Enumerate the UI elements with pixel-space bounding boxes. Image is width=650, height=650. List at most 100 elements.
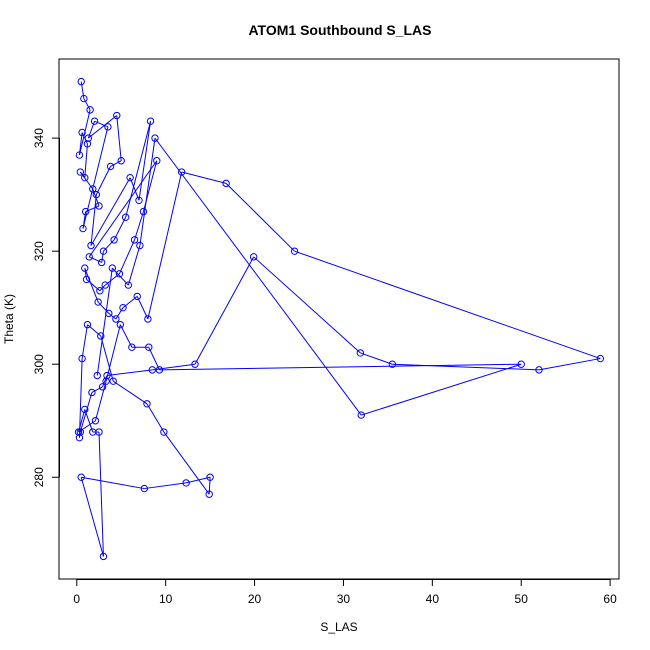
data-point [82, 275, 91, 284]
series-segment [78, 358, 83, 438]
data-point [108, 264, 117, 272]
series-segment [96, 268, 113, 376]
data-point [95, 202, 103, 210]
series-segment [84, 409, 94, 433]
data-point [90, 117, 99, 125]
data-point [119, 303, 127, 312]
series-segment [84, 267, 99, 303]
series-segment [106, 369, 153, 377]
data-point [74, 428, 83, 436]
data-point [177, 168, 186, 176]
data-point [85, 253, 93, 261]
data-point [105, 309, 113, 318]
data-point [249, 253, 258, 261]
x-tick-label: 40 [426, 592, 440, 606]
data-point [116, 320, 125, 329]
x-tick-label: 50 [515, 592, 529, 606]
series-segment [134, 211, 144, 241]
data-point [112, 315, 120, 323]
series-segment [89, 256, 102, 263]
data-point [148, 366, 157, 374]
data-point [205, 490, 213, 498]
series-segment [116, 115, 122, 161]
data-point [290, 247, 299, 255]
data-point [388, 360, 397, 368]
series-segment [129, 177, 140, 201]
x-tick-label: 0 [73, 592, 80, 606]
series-segment [82, 126, 109, 229]
data-point [97, 258, 106, 267]
series-segment [138, 121, 152, 201]
series-segment [78, 109, 91, 156]
series-segment [88, 115, 118, 139]
series-segment [91, 386, 103, 393]
data-point [124, 281, 133, 289]
data-point [517, 360, 525, 368]
data-point [191, 360, 199, 368]
y-axis-label: Theta (K) [2, 294, 16, 344]
data-point [98, 383, 107, 391]
series-segment [146, 403, 165, 433]
series-segment [144, 482, 187, 490]
data-point [113, 111, 121, 120]
y-tick-label: 340 [32, 128, 46, 148]
series-segment [360, 352, 393, 365]
series-segment [81, 324, 88, 359]
series-segment [103, 239, 115, 252]
data-point [84, 134, 93, 142]
x-tick-label: 20 [248, 592, 262, 606]
data-point [117, 157, 125, 165]
data-point [104, 123, 112, 131]
series-segment [181, 171, 227, 184]
data-point [81, 207, 90, 216]
series-segment [99, 284, 106, 292]
series-segment [119, 324, 133, 348]
series-segment [294, 250, 601, 360]
series-segment [80, 477, 104, 557]
data-point [356, 349, 365, 357]
series-segment [95, 166, 112, 195]
data-point [130, 236, 139, 244]
series-segment [88, 160, 158, 258]
data-point [91, 417, 100, 425]
series-segment [125, 121, 152, 218]
data-point [87, 241, 95, 250]
data-point [121, 213, 130, 221]
data-point [182, 479, 190, 487]
series-segment [538, 358, 601, 371]
series-segment [185, 476, 211, 484]
data-point [81, 173, 89, 182]
data-point [89, 185, 97, 193]
x-axis: 0 10 20 30 40 50 60 [73, 579, 617, 606]
data-point [153, 157, 161, 165]
data-point [93, 371, 101, 380]
data-point [99, 552, 108, 561]
data-point [92, 190, 101, 199]
series-segment [97, 301, 110, 314]
chart-title: ATOM1 Southbound S_LAS [248, 22, 431, 38]
series-segment [108, 312, 117, 320]
data-point [135, 196, 143, 205]
series-segment [78, 132, 83, 156]
series-segment [118, 239, 136, 274]
series-segment [94, 381, 107, 421]
data-point [78, 128, 86, 137]
data-point [83, 140, 92, 148]
series-segment [90, 177, 131, 246]
data-point [80, 94, 88, 103]
series-points [74, 77, 605, 561]
y-axis: 280 300 320 340 [32, 128, 60, 487]
x-tick-label: 60 [603, 592, 617, 606]
x-axis-label: S_LAS [320, 620, 357, 634]
series-segment [253, 256, 361, 354]
data-point [88, 388, 96, 397]
data-point [151, 134, 159, 142]
data-point [144, 315, 152, 323]
x-tick-label: 30 [337, 592, 351, 606]
data-point [81, 405, 89, 414]
series-segment [100, 335, 114, 382]
series-segment [194, 256, 255, 365]
series-segment [83, 98, 91, 111]
data-point [103, 371, 111, 380]
